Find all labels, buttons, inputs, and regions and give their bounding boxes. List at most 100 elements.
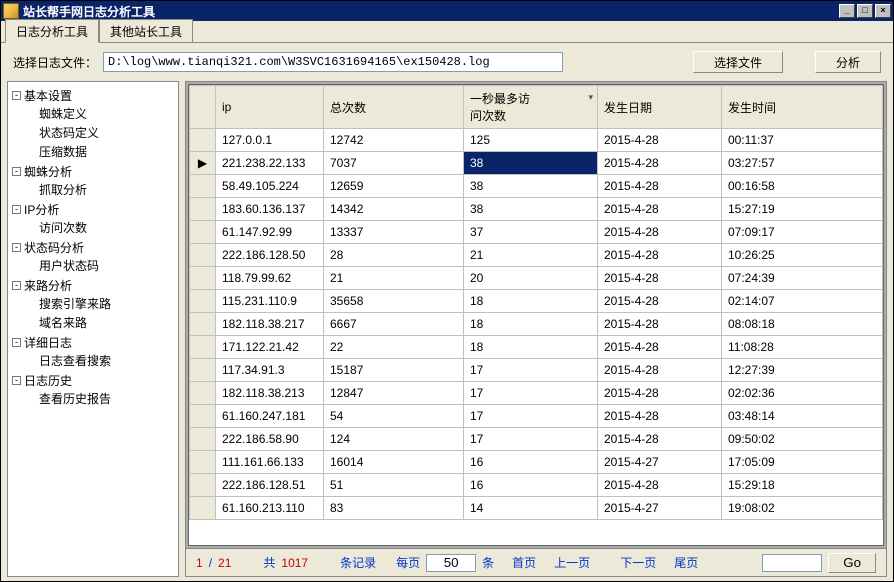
cell-maxpersec[interactable]: 38 — [464, 175, 598, 198]
table-row[interactable]: 117.34.91.315187172015-4-2812:27:39 — [190, 359, 883, 382]
pager-last[interactable]: 尾页 — [674, 554, 698, 571]
cell-time[interactable]: 15:27:19 — [722, 198, 883, 221]
cell-total[interactable]: 13337 — [324, 221, 464, 244]
cell-ip[interactable]: 61.160.247.181 — [216, 405, 324, 428]
cell-time[interactable]: 07:24:39 — [722, 267, 883, 290]
tree-label[interactable]: 日志历史 — [24, 374, 72, 388]
tree-label[interactable]: 搜索引擎来路 — [39, 297, 111, 311]
cell-total[interactable]: 28 — [324, 244, 464, 267]
cell-total[interactable]: 83 — [324, 497, 464, 520]
table-row[interactable]: 183.60.136.13714342382015-4-2815:27:19 — [190, 198, 883, 221]
minimize-button[interactable]: _ — [839, 4, 855, 18]
tree-label[interactable]: 详细日志 — [24, 336, 72, 350]
pager-first[interactable]: 首页 — [512, 554, 536, 571]
cell-total[interactable]: 54 — [324, 405, 464, 428]
cell-ip[interactable]: 182.118.38.217 — [216, 313, 324, 336]
tree-label[interactable]: 状态码分析 — [24, 241, 84, 255]
cell-total[interactable]: 35658 — [324, 290, 464, 313]
cell-maxpersec[interactable]: 16 — [464, 451, 598, 474]
cell-time[interactable]: 03:48:14 — [722, 405, 883, 428]
log-path-input[interactable] — [103, 52, 563, 72]
tree-label[interactable]: 查看历史报告 — [39, 392, 111, 406]
cell-total[interactable]: 12659 — [324, 175, 464, 198]
table-row[interactable]: 111.161.66.13316014162015-4-2717:05:09 — [190, 451, 883, 474]
tree-label[interactable]: 来路分析 — [24, 279, 72, 293]
cell-total[interactable]: 124 — [324, 428, 464, 451]
cell-date[interactable]: 2015-4-28 — [598, 221, 722, 244]
cell-date[interactable]: 2015-4-28 — [598, 175, 722, 198]
tree-expander-icon[interactable]: - — [12, 91, 21, 100]
cell-maxpersec[interactable]: 20 — [464, 267, 598, 290]
cell-time[interactable]: 07:09:17 — [722, 221, 883, 244]
cell-time[interactable]: 17:05:09 — [722, 451, 883, 474]
cell-ip[interactable]: 61.160.213.110 — [216, 497, 324, 520]
cell-maxpersec[interactable]: 18 — [464, 336, 598, 359]
cell-date[interactable]: 2015-4-27 — [598, 451, 722, 474]
cell-maxpersec[interactable]: 17 — [464, 405, 598, 428]
cell-ip[interactable]: 118.79.99.62 — [216, 267, 324, 290]
cell-date[interactable]: 2015-4-28 — [598, 359, 722, 382]
maximize-button[interactable]: □ — [857, 4, 873, 18]
cell-date[interactable]: 2015-4-28 — [598, 405, 722, 428]
tree-expander-icon[interactable]: - — [12, 205, 21, 214]
cell-maxpersec[interactable]: 17 — [464, 428, 598, 451]
cell-ip[interactable]: 221.238.22.133 — [216, 152, 324, 175]
cell-ip[interactable]: 222.186.128.50 — [216, 244, 324, 267]
table-row[interactable]: 182.118.38.2176667182015-4-2808:08:18 — [190, 313, 883, 336]
cell-ip[interactable]: 222.186.58.90 — [216, 428, 324, 451]
tab-0[interactable]: 日志分析工具 — [5, 19, 99, 43]
cell-time[interactable]: 11:08:28 — [722, 336, 883, 359]
table-row[interactable]: 182.118.38.21312847172015-4-2802:02:36 — [190, 382, 883, 405]
cell-ip[interactable]: 183.60.136.137 — [216, 198, 324, 221]
cell-maxpersec[interactable]: 125 — [464, 129, 598, 152]
cell-total[interactable]: 6667 — [324, 313, 464, 336]
cell-time[interactable]: 00:16:58 — [722, 175, 883, 198]
cell-total[interactable]: 7037 — [324, 152, 464, 175]
close-button[interactable]: × — [875, 4, 891, 18]
tree-expander-icon[interactable]: - — [12, 167, 21, 176]
cell-date[interactable]: 2015-4-28 — [598, 474, 722, 497]
analyze-button[interactable]: 分析 — [815, 51, 881, 73]
cell-time[interactable]: 00:11:37 — [722, 129, 883, 152]
table-row[interactable]: 222.186.128.5028212015-4-2810:26:25 — [190, 244, 883, 267]
cell-total[interactable]: 21 — [324, 267, 464, 290]
cell-ip[interactable]: 222.186.128.51 — [216, 474, 324, 497]
cell-time[interactable]: 19:08:02 — [722, 497, 883, 520]
data-grid[interactable]: ip总次数一秒最多访 问次数▾发生日期发生时间 127.0.0.11274212… — [189, 85, 883, 520]
cell-ip[interactable]: 115.231.110.9 — [216, 290, 324, 313]
tab-1[interactable]: 其他站长工具 — [99, 19, 193, 42]
cell-date[interactable]: 2015-4-28 — [598, 244, 722, 267]
cell-time[interactable]: 09:50:02 — [722, 428, 883, 451]
table-row[interactable]: 61.160.213.11083142015-4-2719:08:02 — [190, 497, 883, 520]
perpage-input[interactable] — [426, 554, 476, 572]
table-row[interactable]: 118.79.99.6221202015-4-2807:24:39 — [190, 267, 883, 290]
cell-total[interactable]: 12847 — [324, 382, 464, 405]
cell-date[interactable]: 2015-4-28 — [598, 313, 722, 336]
pager-next[interactable]: 下一页 — [620, 554, 656, 571]
cell-total[interactable]: 15187 — [324, 359, 464, 382]
cell-time[interactable]: 02:14:07 — [722, 290, 883, 313]
tree-label[interactable]: 用户状态码 — [39, 259, 99, 273]
col-header-ip[interactable]: ip — [216, 86, 324, 129]
tree-label[interactable]: 压缩数据 — [39, 145, 87, 159]
tree-label[interactable]: 蜘蛛分析 — [24, 165, 72, 179]
table-row[interactable]: 61.147.92.9913337372015-4-2807:09:17 — [190, 221, 883, 244]
tree-expander-icon[interactable]: - — [12, 281, 21, 290]
cell-total[interactable]: 16014 — [324, 451, 464, 474]
col-header-maxpersec[interactable]: 一秒最多访 问次数▾ — [464, 86, 598, 129]
pager-prev[interactable]: 上一页 — [554, 554, 590, 571]
cell-ip[interactable]: 58.49.105.224 — [216, 175, 324, 198]
cell-total[interactable]: 12742 — [324, 129, 464, 152]
cell-date[interactable]: 2015-4-28 — [598, 382, 722, 405]
table-row[interactable]: 58.49.105.22412659382015-4-2800:16:58 — [190, 175, 883, 198]
tree-expander-icon[interactable]: - — [12, 338, 21, 347]
cell-maxpersec[interactable]: 21 — [464, 244, 598, 267]
tree-label[interactable]: 基本设置 — [24, 89, 72, 103]
cell-ip[interactable]: 182.118.38.213 — [216, 382, 324, 405]
tree-expander-icon[interactable]: - — [12, 376, 21, 385]
cell-date[interactable]: 2015-4-28 — [598, 428, 722, 451]
tree-label[interactable]: 蜘蛛定义 — [39, 107, 87, 121]
cell-maxpersec[interactable]: 18 — [464, 290, 598, 313]
cell-maxpersec[interactable]: 14 — [464, 497, 598, 520]
tree-label[interactable]: 日志查看搜索 — [39, 354, 111, 368]
